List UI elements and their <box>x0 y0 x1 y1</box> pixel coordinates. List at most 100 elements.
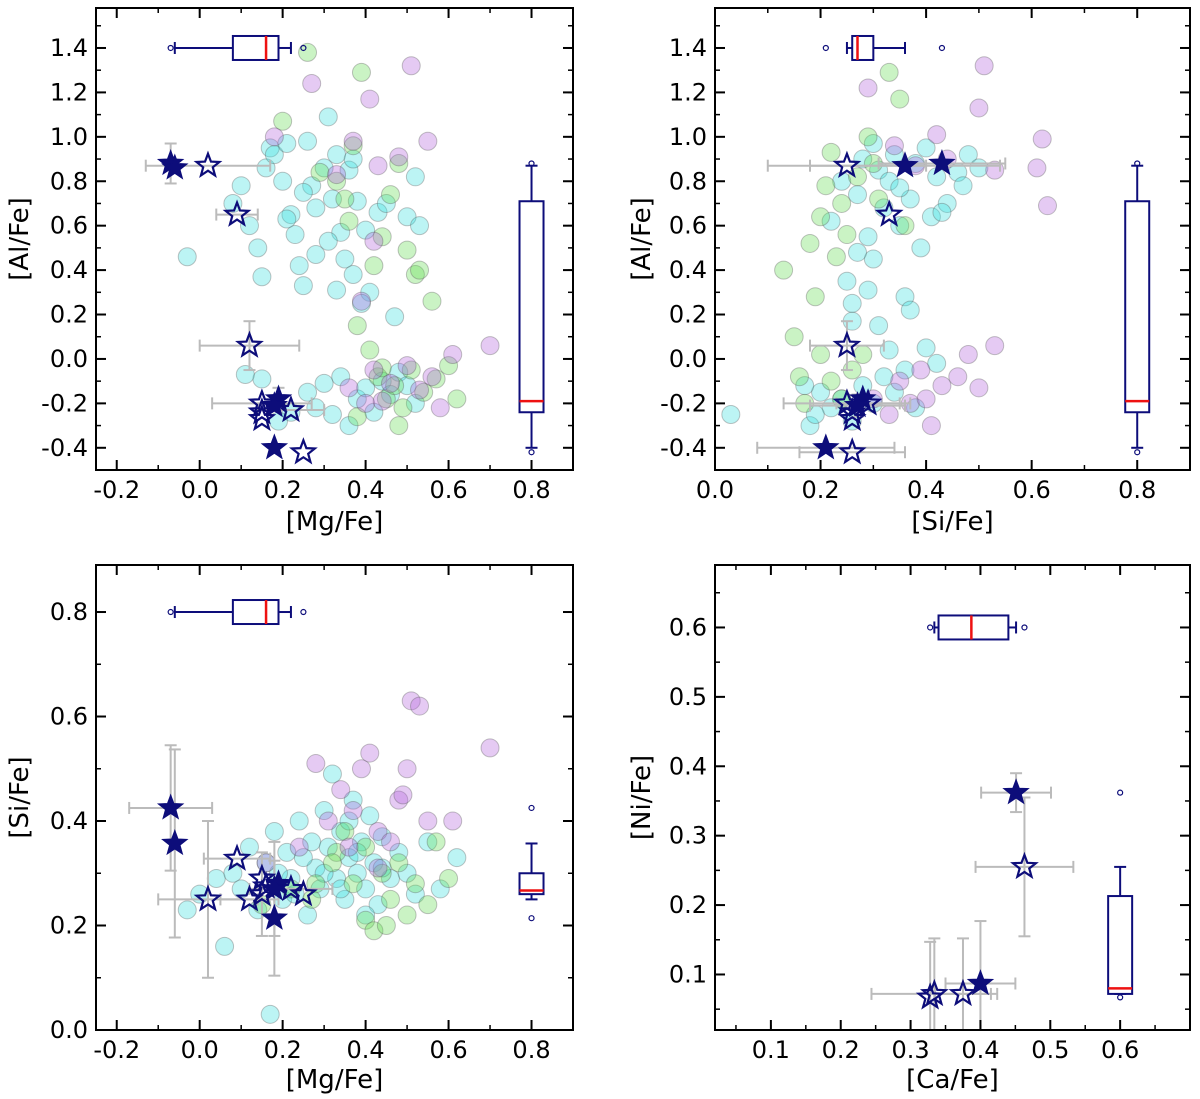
scatter-point-cyan <box>405 167 425 187</box>
scatter-point-cyan <box>223 863 243 883</box>
open-star-marker <box>837 437 867 465</box>
scatter-point-green <box>343 874 363 894</box>
scatter-point-cyan <box>318 107 338 127</box>
scatter-point-cyan <box>293 848 313 868</box>
scatter-point-purple <box>389 790 409 810</box>
x-tick-label: 0.4 <box>961 1036 999 1064</box>
scatter-point-green <box>389 853 409 873</box>
scatter-point-purple <box>360 743 380 763</box>
scatter-point-cyan <box>937 193 957 213</box>
scatter-point-cyan <box>895 287 915 307</box>
scatter-point-green <box>405 265 425 285</box>
scatter-point-green <box>376 916 396 936</box>
scatter-point-purple <box>890 371 910 391</box>
scatter-point-green <box>890 89 910 109</box>
scatter-point-cyan <box>848 242 867 262</box>
scatter-point-cyan <box>811 382 831 402</box>
scatter-point-green <box>381 185 400 205</box>
scatter-point-purple <box>397 356 417 376</box>
scatter-point-cyan <box>869 316 889 336</box>
x-tick-label: 0.2 <box>264 476 302 504</box>
axes-frame <box>95 7 574 471</box>
filled-star-marker <box>966 969 995 996</box>
filled-star-marker <box>260 433 289 460</box>
scatter-point-cyan <box>322 189 342 209</box>
filled-star-marker <box>843 391 872 418</box>
scatter-point-green <box>853 345 873 364</box>
scatter-point-purple <box>879 404 899 424</box>
scatter-point-cyan <box>900 300 920 320</box>
boxplot-box <box>937 614 1010 641</box>
scatter-point-purple <box>368 858 388 878</box>
scatter-point-cyan <box>916 138 936 158</box>
scatter-point-cyan <box>177 900 197 920</box>
scatter-point-purple <box>418 811 438 831</box>
open-star-marker <box>222 843 252 871</box>
scatter-point-purple <box>1038 196 1057 216</box>
scatter-point-cyan <box>821 211 841 231</box>
scatter-point-cyan <box>356 905 376 925</box>
scatter-point-green <box>347 407 367 427</box>
x-tick-label: -0.2 <box>93 476 140 504</box>
boxplot-box <box>231 599 280 626</box>
axes-frame <box>714 564 1191 1031</box>
scatter-point-purple <box>401 691 421 711</box>
x-tick-label: 0.8 <box>512 1036 550 1064</box>
y-tick-label: 0.2 <box>669 891 707 919</box>
scatter-point-cyan <box>206 868 226 888</box>
scatter-point-purple <box>264 127 284 147</box>
open-star-marker <box>288 437 318 465</box>
scatter-point-cyan <box>239 837 259 857</box>
scatter-point-cyan <box>306 398 326 418</box>
scatter-point-green <box>298 42 318 62</box>
scatter-point-green <box>401 360 421 380</box>
scatter-point-cyan <box>447 848 467 868</box>
scatter-point-green <box>327 171 347 191</box>
open-star-marker <box>948 978 978 1007</box>
open-star-marker <box>915 982 945 1010</box>
scatter-point-purple <box>410 696 430 716</box>
scatter-point-cyan <box>306 245 326 265</box>
scatter-point-cyan <box>306 198 326 218</box>
scatter-point-cyan <box>360 282 380 302</box>
boxplot-box <box>851 34 875 61</box>
scatter-point-purple <box>318 811 338 831</box>
scatter-point-cyan <box>932 202 952 222</box>
filled-star-marker <box>156 793 185 820</box>
scatter-point-cyan <box>327 145 347 165</box>
scatter-point-purple <box>916 389 936 409</box>
scatter-point-purple <box>921 416 941 436</box>
scatter-point-cyan <box>381 868 400 888</box>
scatter-point-green <box>832 193 852 213</box>
filled-star-marker <box>260 874 289 901</box>
scatter-point-cyan <box>364 402 384 422</box>
scatter-point-purple <box>327 165 347 185</box>
y-tick-label: 0.4 <box>50 807 88 835</box>
y-tick-label: 0.0 <box>50 345 88 373</box>
x-tick-label: 0.6 <box>1101 1036 1139 1064</box>
scatter-point-cyan <box>331 222 351 242</box>
boxplot-flier <box>1117 789 1124 796</box>
filled-star-marker <box>161 829 189 856</box>
scatter-point-green <box>858 127 878 147</box>
open-star-marker <box>837 403 867 432</box>
x-tick-label: 0.4 <box>347 1036 385 1064</box>
scatter-point-green <box>397 905 417 925</box>
filled-star-marker <box>1002 778 1030 805</box>
open-star-marker <box>235 330 264 358</box>
scatter-point-cyan <box>376 193 396 213</box>
y-tick-label: 0.2 <box>50 301 88 329</box>
scatter-point-cyan <box>314 373 334 393</box>
scatter-point-green <box>372 227 392 247</box>
x-tick-label: 0.1 <box>752 1036 790 1064</box>
scatter-point-cyan <box>890 178 910 198</box>
y-tick-label: -0.4 <box>660 434 707 462</box>
y-tick-label: 0.4 <box>669 256 707 284</box>
scatter-point-cyan <box>372 858 392 878</box>
scatter-point-purple <box>389 147 409 167</box>
scatter-point-cyan <box>900 189 920 209</box>
scatter-point-cyan <box>953 176 973 196</box>
scatter-point-purple <box>410 380 430 400</box>
scatter-point-cyan <box>335 249 355 269</box>
